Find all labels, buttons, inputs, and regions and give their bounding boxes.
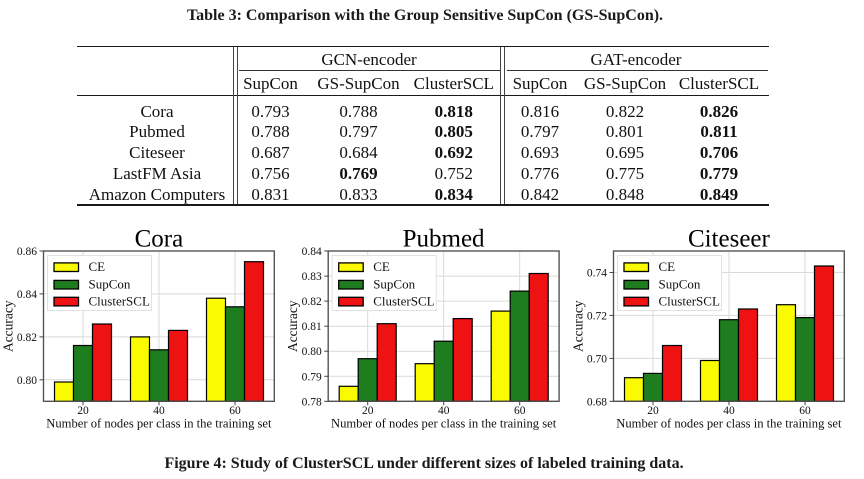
svg-text:SupCon: SupCon xyxy=(89,276,131,291)
svg-text:60: 60 xyxy=(229,405,241,417)
svg-text:0.81: 0.81 xyxy=(302,321,322,333)
svg-text:0.83: 0.83 xyxy=(302,271,322,283)
svg-text:0.82: 0.82 xyxy=(17,332,37,344)
svg-text:20: 20 xyxy=(647,405,659,417)
svg-text:20: 20 xyxy=(77,405,89,417)
svg-text:SupCon: SupCon xyxy=(659,276,701,291)
svg-text:Pubmed: Pubmed xyxy=(403,226,485,253)
svg-text:Accuracy: Accuracy xyxy=(285,300,300,352)
svg-text:0.80: 0.80 xyxy=(302,346,322,358)
svg-text:60: 60 xyxy=(799,405,811,417)
svg-text:40: 40 xyxy=(438,405,450,417)
svg-text:Number of nodes per class in t: Number of nodes per class in the trainin… xyxy=(616,416,842,430)
svg-text:0.72: 0.72 xyxy=(587,310,607,322)
svg-text:CE: CE xyxy=(89,259,106,274)
svg-text:60: 60 xyxy=(514,405,526,417)
svg-text:SupCon: SupCon xyxy=(373,276,415,291)
svg-text:0.82: 0.82 xyxy=(302,296,322,308)
svg-text:20: 20 xyxy=(362,405,374,417)
svg-text:Cora: Cora xyxy=(135,226,184,253)
svg-text:ClusterSCL: ClusterSCL xyxy=(659,293,720,308)
svg-text:0.74: 0.74 xyxy=(587,268,607,280)
svg-text:0.84: 0.84 xyxy=(17,289,37,301)
svg-text:40: 40 xyxy=(723,405,735,417)
svg-text:ClusterSCL: ClusterSCL xyxy=(373,293,434,308)
svg-text:0.84: 0.84 xyxy=(302,246,322,258)
svg-text:0.80: 0.80 xyxy=(17,375,37,387)
svg-text:Number of nodes per class in t: Number of nodes per class in the trainin… xyxy=(46,416,272,430)
svg-text:Accuracy: Accuracy xyxy=(571,300,586,352)
svg-text:0.70: 0.70 xyxy=(587,353,607,365)
svg-text:0.79: 0.79 xyxy=(302,371,322,383)
svg-text:40: 40 xyxy=(153,405,165,417)
svg-text:CE: CE xyxy=(373,259,390,274)
svg-text:Accuracy: Accuracy xyxy=(1,300,16,352)
svg-text:CE: CE xyxy=(659,259,676,274)
svg-text:Citeseer: Citeseer xyxy=(688,226,771,253)
svg-text:Number of nodes per class in t: Number of nodes per class in the trainin… xyxy=(331,416,557,430)
svg-text:0.86: 0.86 xyxy=(17,246,37,258)
svg-text:0.78: 0.78 xyxy=(302,396,322,408)
svg-text:ClusterSCL: ClusterSCL xyxy=(89,293,150,308)
svg-text:0.68: 0.68 xyxy=(587,396,607,408)
